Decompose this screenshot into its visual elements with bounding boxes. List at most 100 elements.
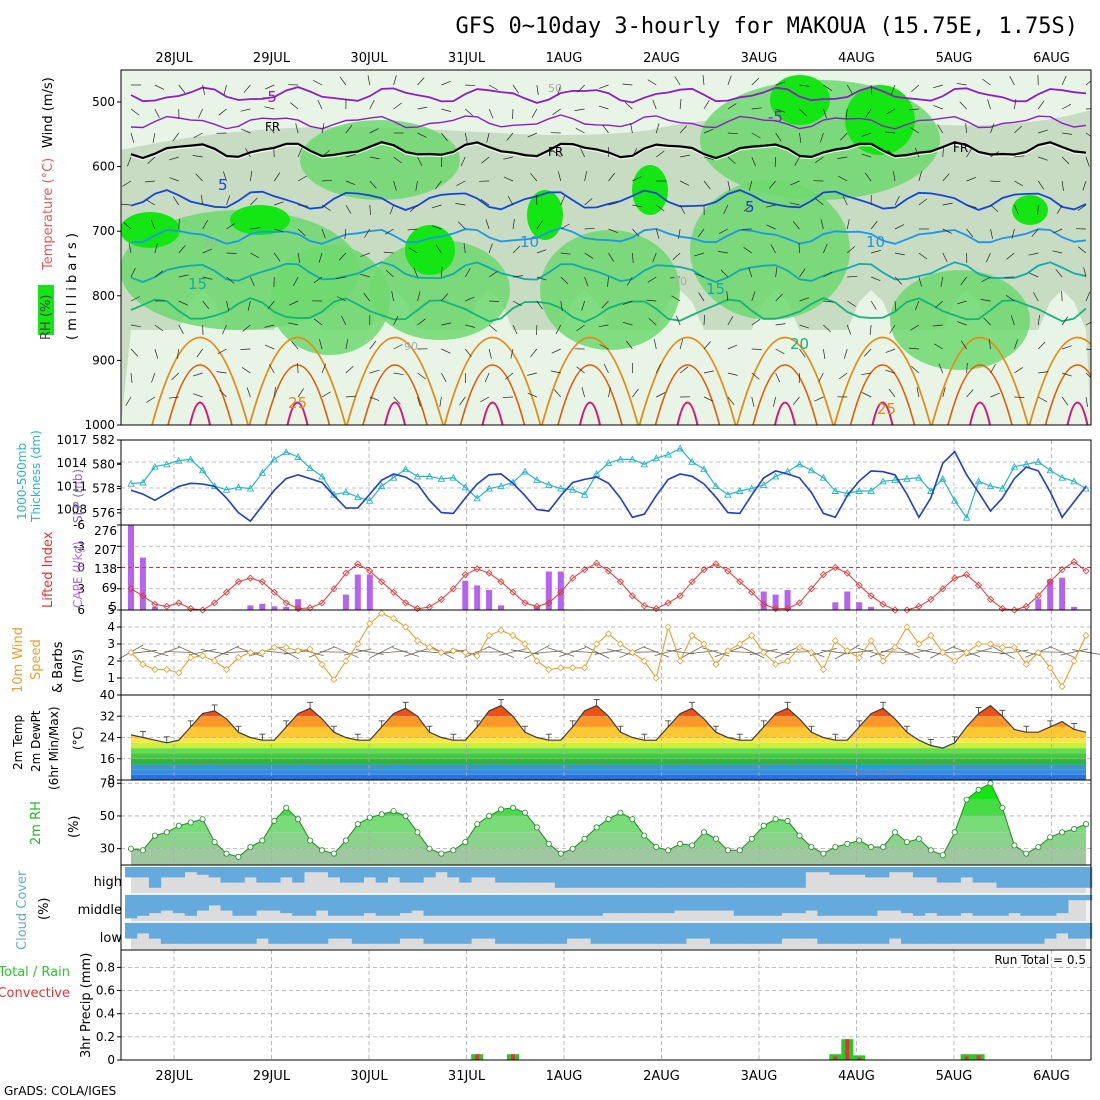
cloud-bar (924, 895, 938, 914)
wind-barb (332, 645, 359, 659)
rh-blob (121, 212, 180, 248)
wind-barb (321, 123, 325, 134)
wind-barb (297, 362, 299, 374)
thickness-marker (282, 448, 290, 456)
wind-barb (369, 204, 371, 216)
lifted-marker (998, 605, 1007, 613)
wind-barb (560, 252, 571, 255)
thickness-marker (461, 483, 470, 491)
lifted-marker (760, 600, 768, 608)
wind-marker (318, 660, 326, 668)
cape-bar (283, 606, 290, 610)
wind-barb (389, 204, 394, 215)
cloud-bar (137, 923, 150, 934)
wind-barb (439, 396, 442, 407)
wind-barb (671, 295, 681, 302)
wind-barb (510, 348, 514, 359)
wind-barb (383, 251, 394, 254)
ylabel-wind-b: Speed (29, 639, 44, 680)
cloud-bar (960, 867, 973, 878)
cape-bar (462, 580, 469, 610)
wind-barb (751, 372, 760, 380)
cloud-bar (459, 895, 472, 916)
cloud-bar (674, 867, 687, 888)
temp-band (131, 758, 1086, 765)
rh-marker (390, 808, 397, 815)
cloud-bar (1020, 867, 1033, 888)
wind-barb (512, 108, 514, 120)
cloud-bar (148, 895, 162, 914)
wind-barb (960, 276, 967, 286)
cloud-bar (125, 867, 138, 878)
wind-barb (703, 341, 711, 350)
cloud-bar (901, 867, 914, 873)
lifted-marker (330, 585, 338, 593)
wind-barb (869, 324, 872, 335)
wind-barb (1038, 396, 1048, 403)
wind-barb (193, 393, 203, 398)
cape-bar (295, 599, 302, 610)
wind-barb (598, 105, 609, 110)
wind-barb (512, 245, 521, 254)
wind-marker (712, 660, 720, 668)
wind-barb (441, 322, 452, 326)
wind-barb (240, 108, 251, 112)
thickness-marker (903, 474, 911, 482)
wind-barb (345, 180, 356, 186)
tick-label: 40 (100, 688, 115, 702)
wind-barb (369, 180, 377, 189)
cloud-bar (912, 923, 926, 944)
cloud-bar (793, 895, 806, 914)
cloud-bar (841, 867, 854, 875)
wind-barb (632, 176, 642, 182)
wind-marker (688, 631, 696, 640)
wind-marker (521, 640, 529, 648)
rh-marker (151, 832, 158, 839)
lifted-marker (652, 605, 660, 613)
wind-barb (512, 219, 515, 230)
cloud-bar (495, 867, 508, 883)
cloud-bar (1044, 867, 1057, 888)
wind-barb (536, 276, 547, 281)
wind-barb (632, 228, 640, 237)
thickness-marker (1010, 462, 1019, 470)
lifted-marker (485, 569, 493, 577)
wind-barb (1014, 367, 1023, 374)
wind-barb (656, 150, 665, 158)
cloud-bar (316, 895, 329, 911)
wind-marker (951, 657, 959, 665)
ylabel-thickness-b: Thickness (dm) (29, 430, 43, 523)
wind-barb (608, 252, 614, 262)
thickness-marker (664, 450, 672, 458)
wind-barb (417, 106, 428, 110)
wind-barb (335, 276, 346, 280)
precip-conv-bar (833, 1056, 838, 1060)
wind-marker (783, 657, 792, 665)
wind-barb (480, 199, 490, 206)
wind-barb (369, 396, 380, 401)
wind-barb (1061, 316, 1068, 326)
cloud-bar (829, 923, 842, 944)
wind-barb (815, 198, 824, 206)
thickness-marker (736, 487, 744, 494)
cloud-bar (208, 895, 221, 906)
wind-barb (694, 273, 705, 278)
cloud-bar (304, 867, 317, 873)
thickness-marker (604, 459, 613, 467)
wind-barb (1010, 315, 1015, 326)
date-label-bottom: 1AUG (546, 1069, 583, 1084)
cloud-bar (399, 867, 412, 883)
cloud-bar (781, 923, 794, 939)
lifted-marker (1034, 592, 1042, 600)
lifted-marker (748, 588, 756, 596)
cloud-bar (638, 923, 651, 944)
wind-barb (1061, 75, 1067, 86)
contour-dome (459, 364, 526, 425)
wind-barb (1005, 295, 1015, 302)
wind-barb (171, 372, 179, 381)
wind-barb (202, 248, 212, 254)
cloud-bar (614, 867, 627, 888)
wind-barb (823, 300, 834, 303)
wind-barb (188, 648, 217, 656)
wind-barb (552, 150, 561, 158)
